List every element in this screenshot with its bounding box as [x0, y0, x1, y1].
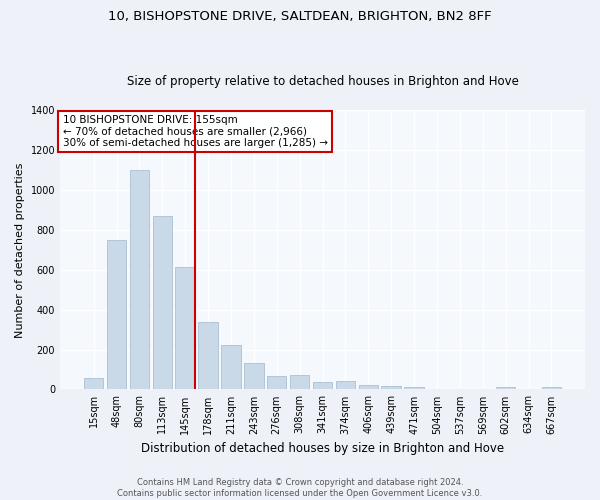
Bar — [382, 386, 401, 390]
Bar — [152, 216, 172, 390]
Bar — [130, 170, 149, 390]
Bar — [290, 376, 310, 390]
Bar — [175, 267, 195, 390]
Bar — [313, 382, 332, 390]
Title: Size of property relative to detached houses in Brighton and Hove: Size of property relative to detached ho… — [127, 76, 518, 88]
Text: Contains HM Land Registry data © Crown copyright and database right 2024.
Contai: Contains HM Land Registry data © Crown c… — [118, 478, 482, 498]
Text: 10 BISHOPSTONE DRIVE: 155sqm
← 70% of detached houses are smaller (2,966)
30% of: 10 BISHOPSTONE DRIVE: 155sqm ← 70% of de… — [62, 114, 328, 148]
Bar — [107, 240, 126, 390]
Bar — [335, 382, 355, 390]
Bar — [404, 388, 424, 390]
Bar — [542, 388, 561, 390]
Bar — [267, 376, 286, 390]
X-axis label: Distribution of detached houses by size in Brighton and Hove: Distribution of detached houses by size … — [141, 442, 504, 455]
Bar — [496, 388, 515, 390]
Y-axis label: Number of detached properties: Number of detached properties — [15, 162, 25, 338]
Bar — [199, 322, 218, 390]
Bar — [359, 385, 378, 390]
Text: 10, BISHOPSTONE DRIVE, SALTDEAN, BRIGHTON, BN2 8FF: 10, BISHOPSTONE DRIVE, SALTDEAN, BRIGHTO… — [108, 10, 492, 23]
Bar — [84, 378, 103, 390]
Bar — [244, 362, 263, 390]
Bar — [221, 344, 241, 390]
